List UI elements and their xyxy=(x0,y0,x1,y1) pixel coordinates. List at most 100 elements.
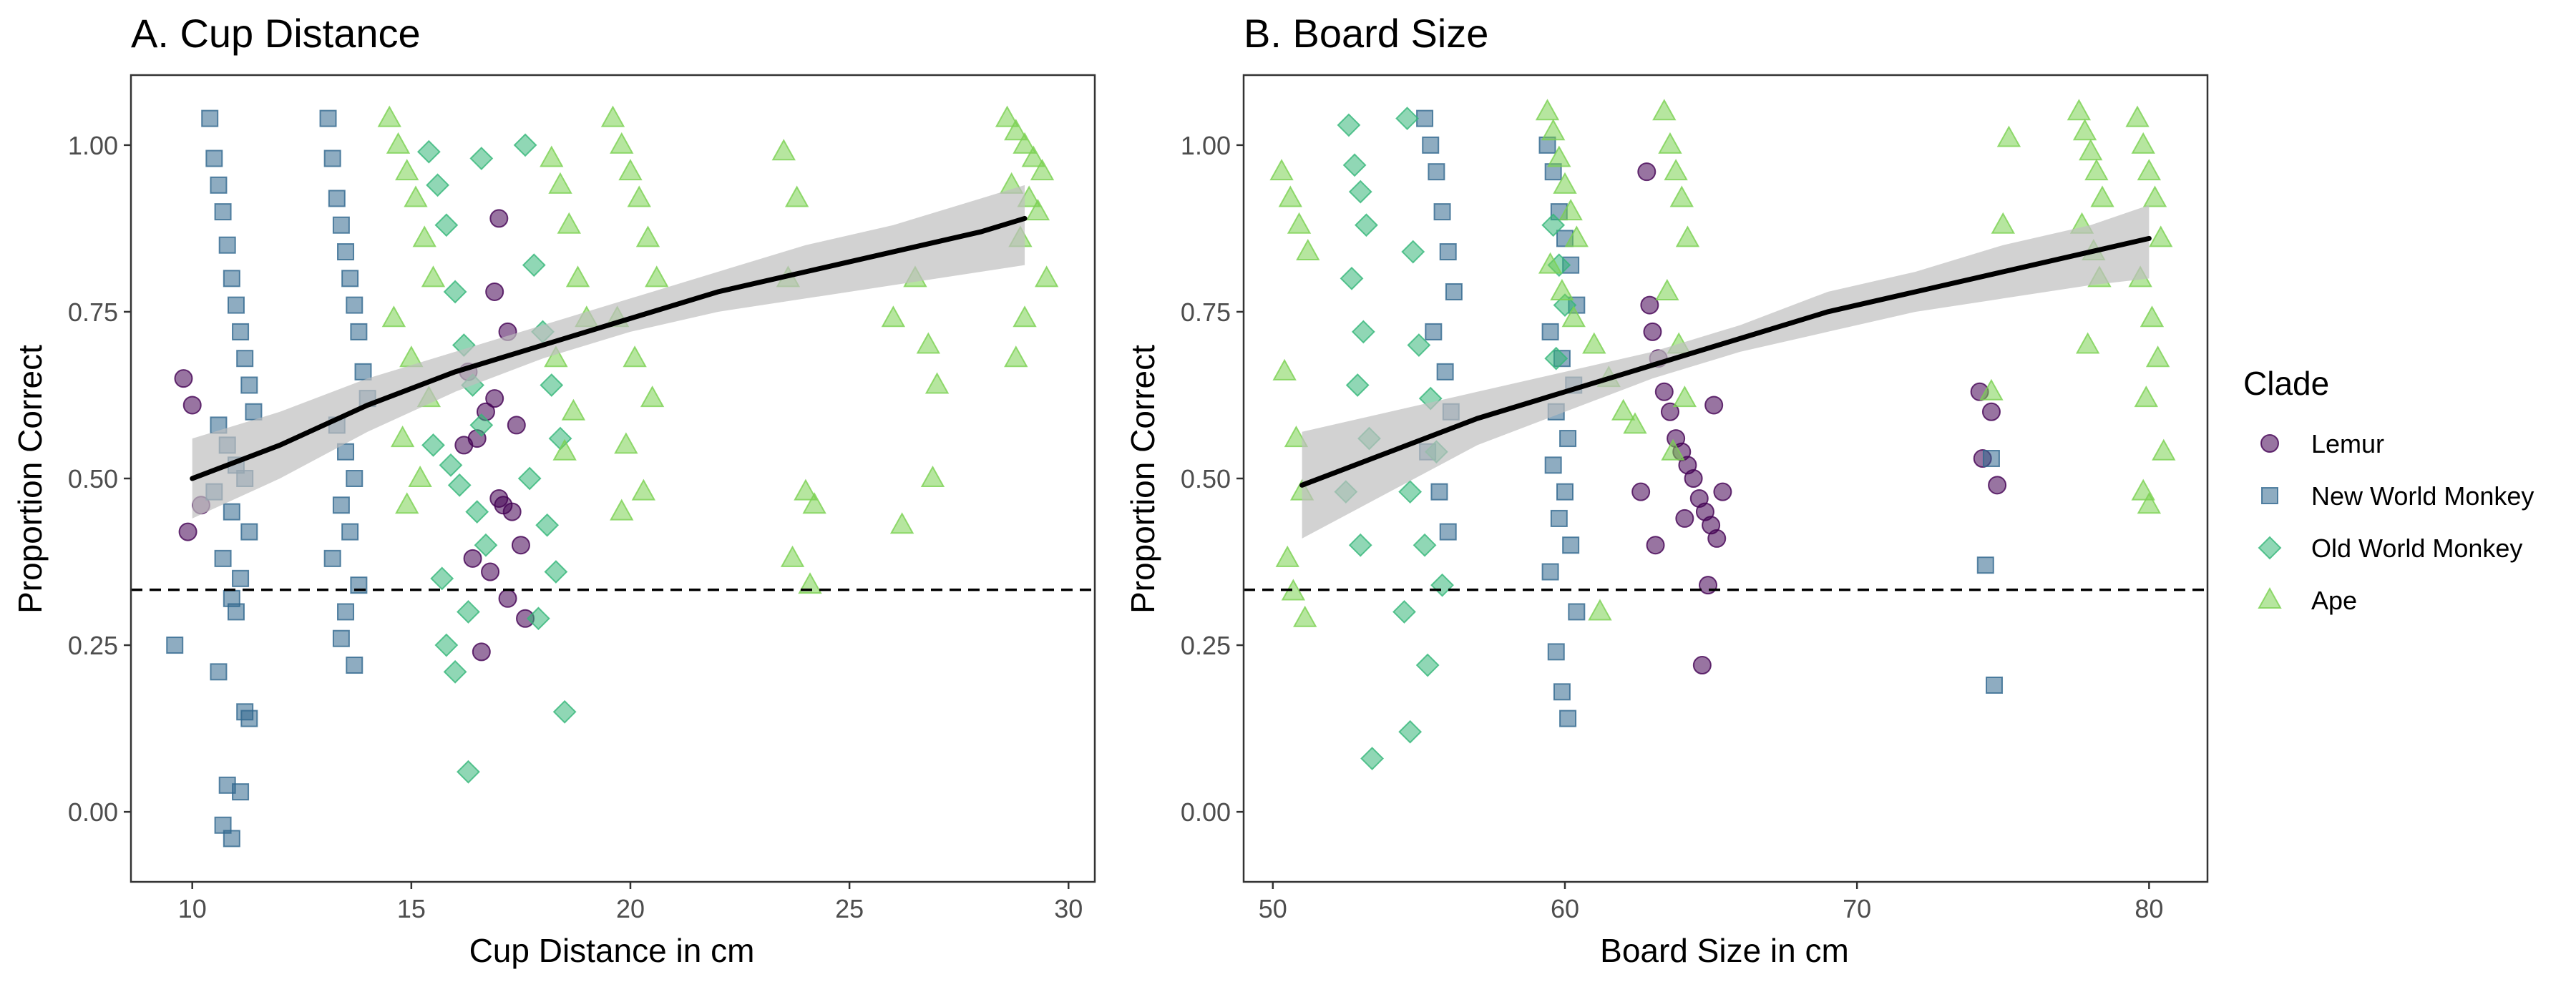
panel-b-point xyxy=(1564,225,1589,247)
panel-b-point xyxy=(1269,159,1294,181)
panel-a-x-tick-label: 30 xyxy=(1054,894,1083,923)
panel-b-plot-area: 50 60 70 80 0.00 0.25 0.50 0.75 1.00 xyxy=(1181,74,2209,923)
panel-a-point xyxy=(565,265,590,288)
panel-a-point xyxy=(600,105,625,127)
panel-b-y-tick-label: 0.25 xyxy=(1181,631,1231,660)
panel-a-point xyxy=(430,566,454,591)
legend-label: Ape xyxy=(2311,586,2357,615)
panel-a-point xyxy=(623,345,647,368)
panel-b-point xyxy=(2152,438,2176,461)
panel-a-point xyxy=(232,323,250,340)
panel-a-point xyxy=(201,109,219,127)
panel-a-fit-line xyxy=(190,215,1028,481)
panel-b-point xyxy=(1981,402,2001,421)
panel-a-point xyxy=(426,173,450,197)
panel-b-point xyxy=(2075,332,2100,354)
panel-b-point xyxy=(1684,469,1703,488)
panel-b-point xyxy=(1655,278,1679,300)
panel-a-y-tick-label: 0.25 xyxy=(68,631,118,660)
panel-b-point xyxy=(1559,430,1577,448)
panel-a-x-tick-label: 20 xyxy=(616,894,645,923)
panel-b-point xyxy=(1664,159,1688,181)
panel-a-y-tick-label: 0.00 xyxy=(68,797,118,827)
panel-a-point xyxy=(1013,305,1037,328)
panel-b-point xyxy=(1416,109,1434,127)
panel-a-point xyxy=(214,203,232,221)
panel-b-point xyxy=(1561,305,1586,328)
panel-a-point xyxy=(465,500,489,524)
panel-a-point xyxy=(889,512,914,534)
panel-b-point xyxy=(1550,509,1568,527)
legend-key-square xyxy=(2261,487,2278,504)
panel-b-point xyxy=(1541,563,1559,581)
panel-b-point xyxy=(1640,295,1659,315)
panel-a-point xyxy=(332,629,350,647)
panel-a-point xyxy=(447,473,472,497)
panel-cup-distance: A. Cup Distance 10 15 20 25 30 0.00 0.25 0.50 0.… xyxy=(11,11,1096,969)
panel-a-point xyxy=(881,305,906,328)
panel-b-point xyxy=(1436,363,1454,380)
panel-a-x-tick-label: 10 xyxy=(178,894,207,923)
panel-a-point xyxy=(434,633,459,657)
panel-b-point xyxy=(1976,556,1994,574)
legend-label: Old World Monkey xyxy=(2311,534,2522,563)
panel-b-point xyxy=(1582,332,1606,354)
panel-a-point xyxy=(627,185,651,207)
panel-a-point xyxy=(323,549,341,567)
legend: Clade Lemur New World Monkey Old World Mon… xyxy=(2243,365,2534,615)
panel-b-y-tick-label: 0.75 xyxy=(1181,298,1231,327)
panel-b-point xyxy=(1392,600,1416,624)
panel-a-point xyxy=(1030,159,1055,181)
panel-b-y-tick-label: 0.50 xyxy=(1181,464,1231,494)
panel-b-point xyxy=(1996,125,2021,147)
panel-a-series-ape xyxy=(377,105,1059,594)
panel-a-y-tick-label: 1.00 xyxy=(68,131,118,160)
panel-a-x-tick-label: 25 xyxy=(835,894,864,923)
legend-label: New World Monkey xyxy=(2311,481,2534,511)
panel-a-point xyxy=(443,280,467,304)
panel-b-point xyxy=(2137,492,2162,514)
panel-b-point xyxy=(1988,476,2007,495)
panel-b-point xyxy=(1535,99,1560,121)
panel-a-point xyxy=(544,560,568,584)
panel-b-y-axis-title: Proportion Correct xyxy=(1124,345,1161,614)
panel-a-series-old-world-monkey xyxy=(416,133,577,784)
panel-a-point xyxy=(341,523,359,541)
panel-b-point xyxy=(2090,185,2114,207)
panel-b-point xyxy=(1278,185,1303,207)
panel-b-point xyxy=(2079,139,2103,161)
panel-a-point xyxy=(485,282,504,301)
panel-a-x-axis-title: Cup Distance in cm xyxy=(469,932,755,969)
panel-a-point xyxy=(174,369,193,388)
panel-a-point xyxy=(635,225,660,247)
panel-a-point xyxy=(245,403,263,421)
panel-a-point xyxy=(434,213,459,237)
panel-b-point xyxy=(1550,278,1574,300)
panel-b-point xyxy=(1986,676,2004,694)
panel-b-point xyxy=(2137,159,2162,181)
legend-title: Clade xyxy=(2243,365,2329,402)
panel-a-point xyxy=(341,270,359,288)
panel-a-point xyxy=(614,432,638,454)
panel-a-point xyxy=(535,513,560,537)
panel-b-point xyxy=(1692,656,1712,675)
panel-a-point xyxy=(205,149,223,167)
panel-a-point xyxy=(232,569,250,587)
panel-b-point xyxy=(1401,240,1425,264)
panel-a-point xyxy=(390,426,415,448)
panel-a-point xyxy=(916,332,941,354)
panel-b-point xyxy=(1707,529,1727,548)
panel-b-point xyxy=(1337,113,1361,137)
panel-b-point xyxy=(2142,185,2167,207)
panel-b-x-tick-label: 50 xyxy=(1259,894,1287,923)
panel-b-point xyxy=(1433,203,1451,221)
panel-b-point xyxy=(1541,119,1566,141)
panel-a-point xyxy=(416,139,441,164)
panel-b-point xyxy=(1553,172,1577,194)
panel-b-point xyxy=(1654,382,1674,401)
panel-b-point xyxy=(1422,136,1440,154)
panel-b-point xyxy=(1395,107,1419,131)
panel-b-point xyxy=(1704,396,1724,415)
panel-a-point xyxy=(540,373,564,397)
